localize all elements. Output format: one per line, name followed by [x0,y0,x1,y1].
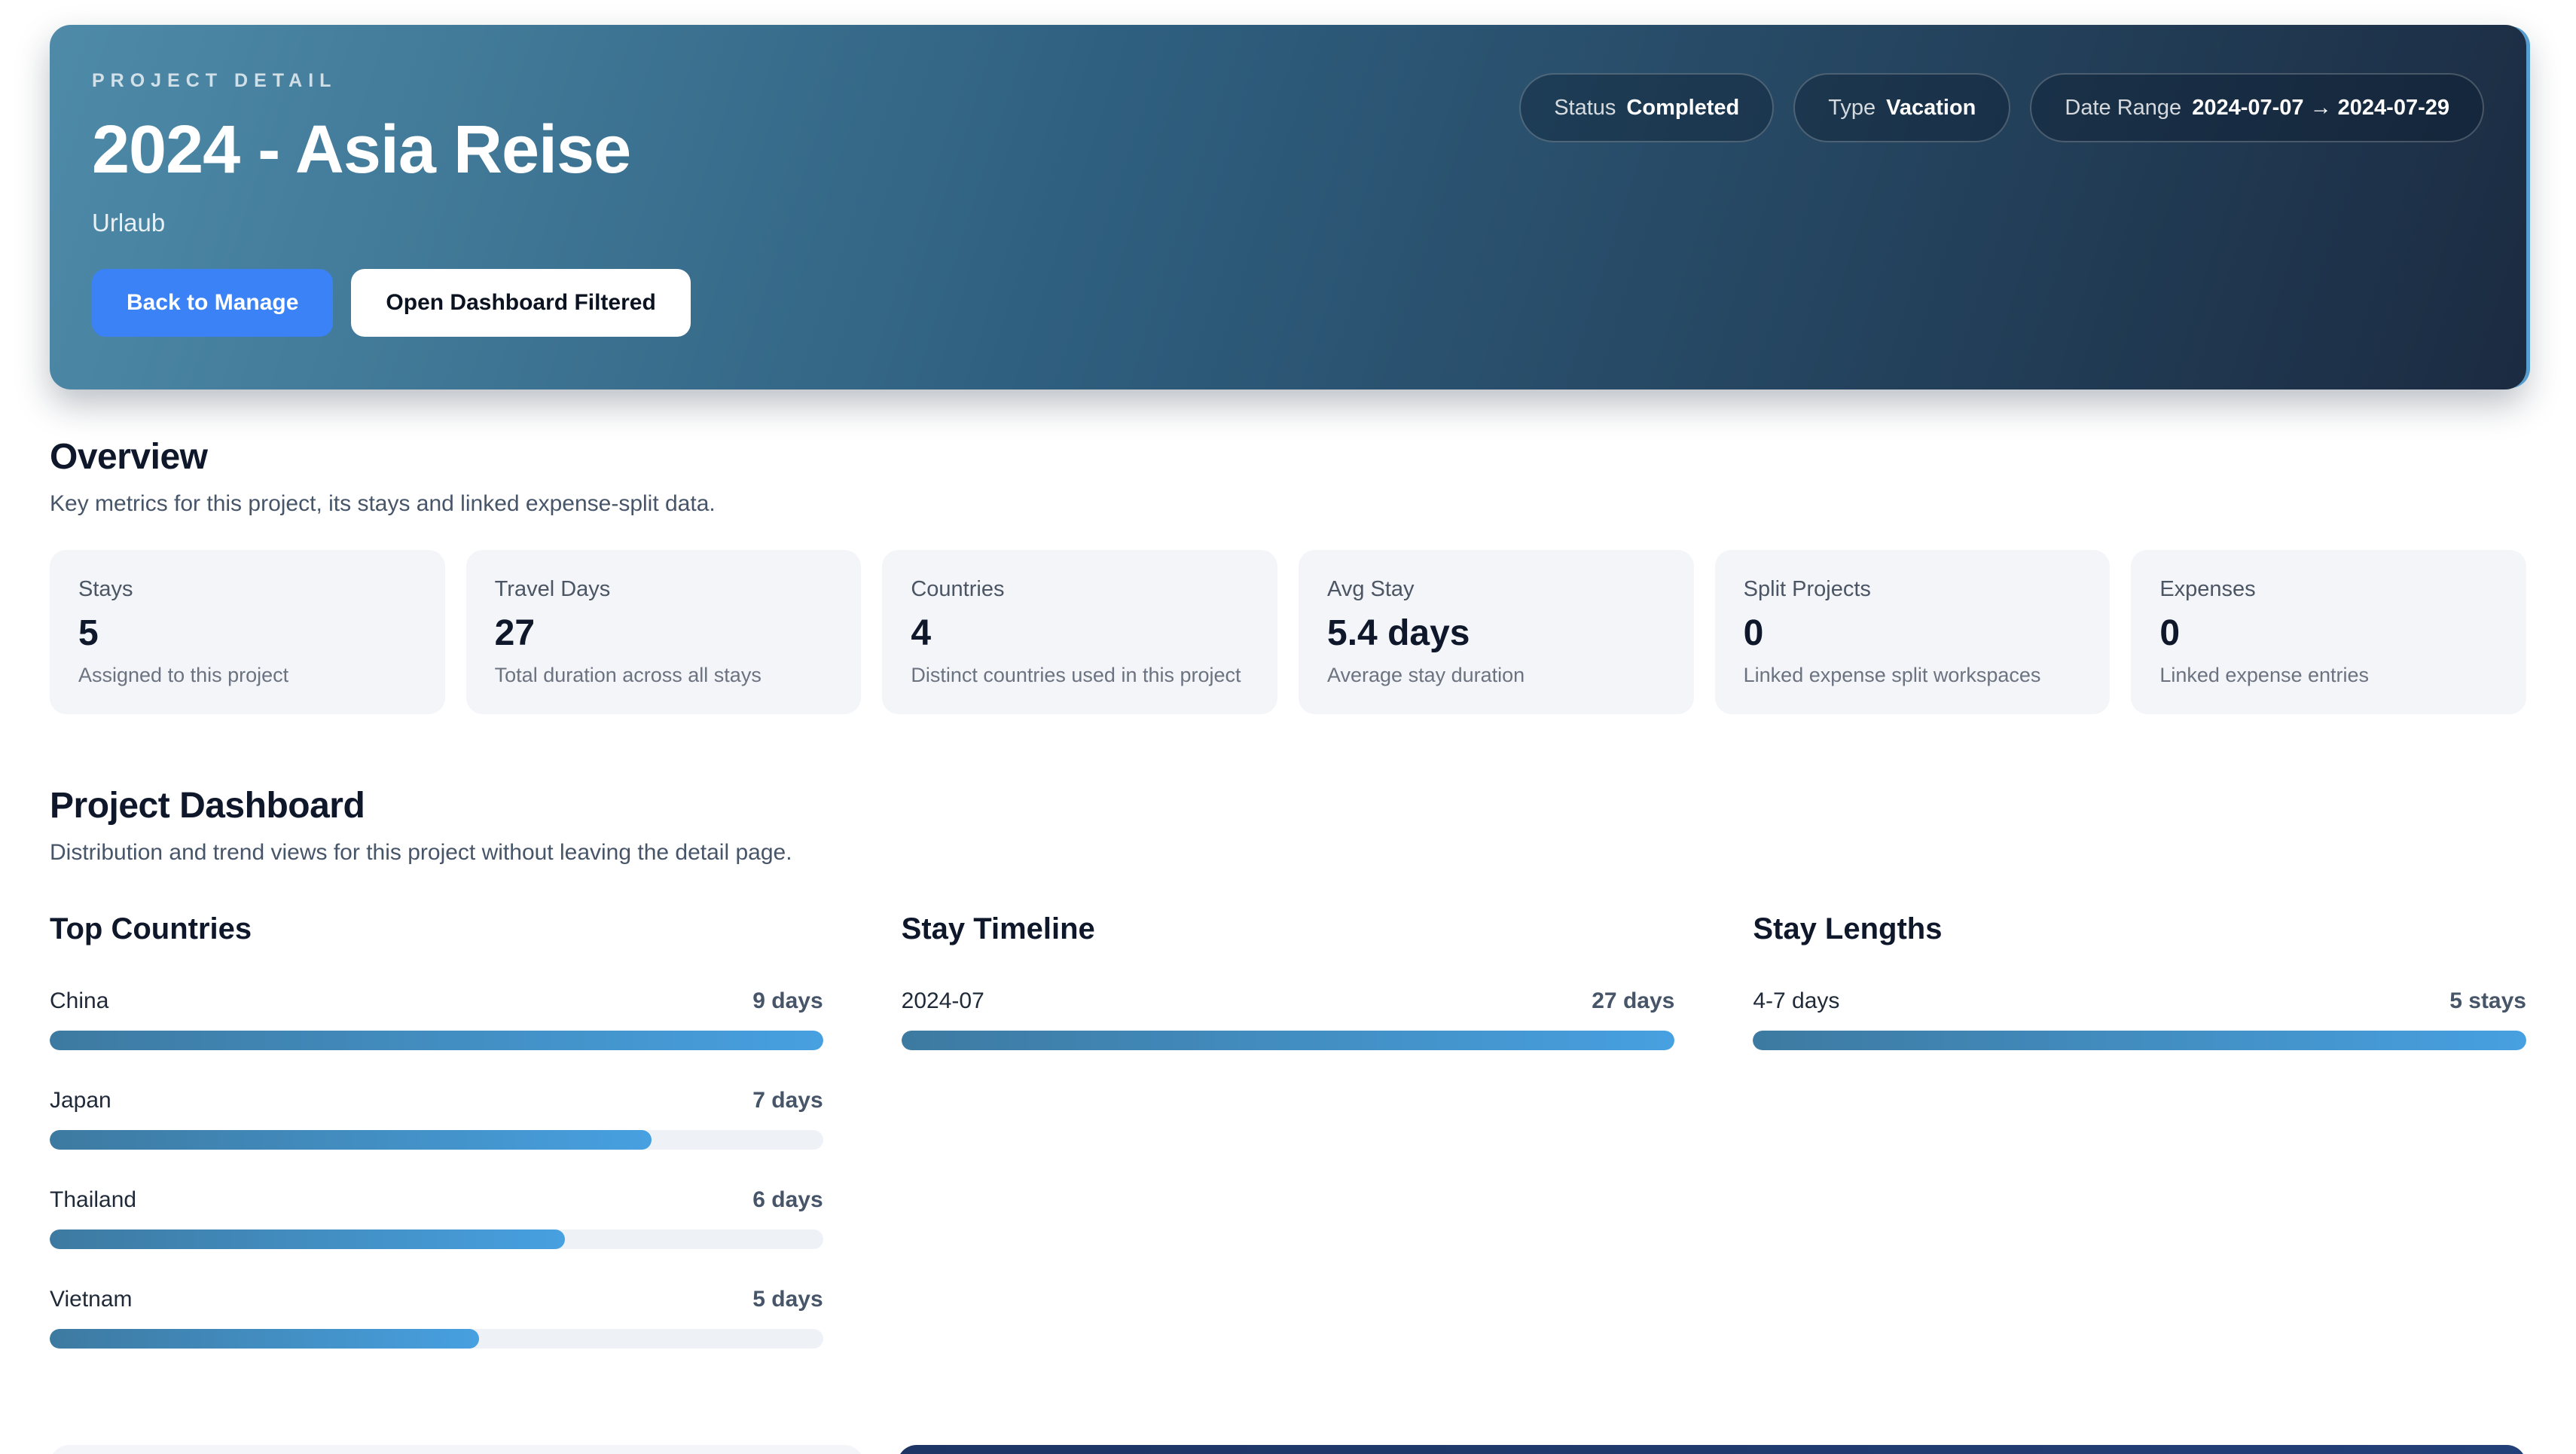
dashboard-title: Project Dashboard [50,786,365,826]
metric-description: Average stay duration [1327,664,1525,686]
dashboard-subtitle: Distribution and trend views for this pr… [50,840,792,865]
metric-label: Countries [911,577,1005,601]
date-range-badge: Date Range 2024-07-07 → 2024-07-29 [2030,73,2484,142]
date-range-badge-value: 2024-07-07 → 2024-07-29 [2192,95,2449,120]
bar-fill [50,1031,823,1050]
back-to-manage-button[interactable]: Back to Manage [92,269,334,337]
bar-row-thailand: Thailand 6 days [50,1187,823,1249]
bar-category-label: Japan [50,1088,111,1113]
bar-value-label: 9 days [752,988,823,1013]
bar-track [50,1229,823,1249]
bar-labels: Vietnam 5 days [50,1287,823,1312]
status-badge-value: Completed [1626,95,1740,120]
bar-row-vietnam: Vietnam 5 days [50,1287,823,1349]
project-facts-card: Project Facts BUDGET TARGET 0.00 [50,1445,865,1454]
metrics-grid: Stays 5 Assigned to this project Travel … [50,550,2526,714]
metric-description: Linked expense split workspaces [1743,664,2041,686]
bar-fill [50,1130,652,1150]
chart-title: Stay Lengths [1753,912,1943,945]
bar-row-4-7-days: 4-7 days 5 stays [1753,988,2526,1050]
bar-labels: Japan 7 days [50,1088,823,1113]
hero-eyebrow: PROJECT DETAIL [92,70,337,91]
page-content: PROJECT DETAIL 2024 - Asia Reise Urlaub … [0,25,2576,1454]
metric-card-countries: Countries 4 Distinct countries used in t… [882,550,1277,714]
overview-title: Overview [50,437,208,477]
bar-row-japan: Japan 7 days [50,1088,823,1150]
status-badge-label: Status [1554,95,1616,120]
bar-value-label: 5 days [752,1287,823,1312]
expense-snapshot-card: Expense Snapshot LINKED EXPENSE SPLIT SU… [897,1445,2526,1454]
bar-labels: 4-7 days 5 stays [1753,988,2526,1014]
metric-label: Avg Stay [1327,577,1415,601]
chart-stay-lengths: Stay Lengths 4-7 days 5 stays [1753,912,2526,1050]
chart-title: Stay Timeline [901,912,1095,945]
bar-track [50,1130,823,1150]
metric-value: 0 [1743,612,1764,653]
chart-top-countries: Top Countries China 9 days Japan 7 days [50,912,823,1349]
bar-labels: Thailand 6 days [50,1187,823,1213]
metric-label: Expenses [2159,577,2256,601]
metric-card-avg-stay: Avg Stay 5.4 days Average stay duration [1299,550,1694,714]
bar-track [901,1031,1675,1050]
bar-labels: China 9 days [50,988,823,1014]
bar-track [50,1031,823,1050]
charts-grid: Top Countries China 9 days Japan 7 days [50,912,2526,1349]
project-dashboard-section: Project Dashboard Distribution and trend… [50,785,2526,1349]
bar-fill [50,1329,480,1349]
hero-action-buttons: Back to Manage Open Dashboard Filtered [92,269,691,337]
project-hero-banner: PROJECT DETAIL 2024 - Asia Reise Urlaub … [50,25,2526,389]
metric-value: 5 [78,612,99,653]
type-badge-value: Vacation [1886,95,1976,120]
bar-labels: 2024-07 27 days [902,988,1675,1014]
bar-row-2024-07: 2024-07 27 days [901,988,1675,1050]
metric-value: 5.4 days [1327,612,1470,653]
chart-title: Top Countries [50,912,252,945]
metric-description: Linked expense entries [2159,664,2370,686]
bar-value-label: 27 days [1592,988,1675,1013]
metric-description: Distinct countries used in this project [911,664,1241,686]
metric-description: Total duration across all stays [494,664,762,686]
metric-card-split-projects: Split Projects 0 Linked expense split wo… [1714,550,2111,714]
overview-section: Overview Key metrics for this project, i… [50,436,2526,714]
bar-category-label: Vietnam [50,1287,133,1312]
bar-track [1753,1031,2526,1050]
overview-subtitle: Key metrics for this project, its stays … [50,491,716,516]
type-badge: Type Vacation [1793,73,2011,142]
bar-row-china: China 9 days [50,988,823,1050]
chart-stay-timeline: Stay Timeline 2024-07 27 days [901,912,1675,1050]
bottom-cards-row: Project Facts BUDGET TARGET 0.00 Expense… [50,1445,2526,1454]
page-title: 2024 - Asia Reise [92,112,631,188]
metric-label: Travel Days [494,577,611,601]
bar-category-label: 4-7 days [1753,988,1840,1013]
metric-card-expenses: Expenses 0 Linked expense entries [2131,550,2526,714]
metric-label: Stays [78,577,133,601]
bar-fill [901,1031,1675,1050]
hero-meta-pills: Status Completed Type Vacation Date Rang… [1519,73,2484,142]
type-badge-label: Type [1828,95,1876,120]
bar-category-label: China [50,988,109,1013]
metric-value: 4 [911,612,932,653]
metric-value: 27 [494,612,536,653]
bar-value-label: 7 days [752,1088,823,1113]
bar-category-label: 2024-07 [901,988,984,1013]
metric-label: Split Projects [1743,577,1871,601]
hero-left: PROJECT DETAIL 2024 - Asia Reise Urlaub … [92,70,691,337]
bar-value-label: 5 stays [2449,988,2526,1013]
bar-fill [1753,1031,2526,1050]
bar-track [50,1329,823,1349]
bar-value-label: 6 days [752,1187,823,1212]
metric-card-stays: Stays 5 Assigned to this project [50,550,445,714]
project-category-label: Urlaub [92,209,166,237]
date-range-badge-label: Date Range [2065,95,2182,120]
status-badge: Status Completed [1519,73,1775,142]
metric-value: 0 [2159,612,2181,653]
metric-card-travel-days: Travel Days 27 Total duration across all… [465,550,862,714]
bar-category-label: Thailand [50,1187,137,1212]
bar-fill [50,1229,566,1249]
metric-description: Assigned to this project [78,664,289,686]
open-dashboard-filtered-button[interactable]: Open Dashboard Filtered [351,269,691,337]
